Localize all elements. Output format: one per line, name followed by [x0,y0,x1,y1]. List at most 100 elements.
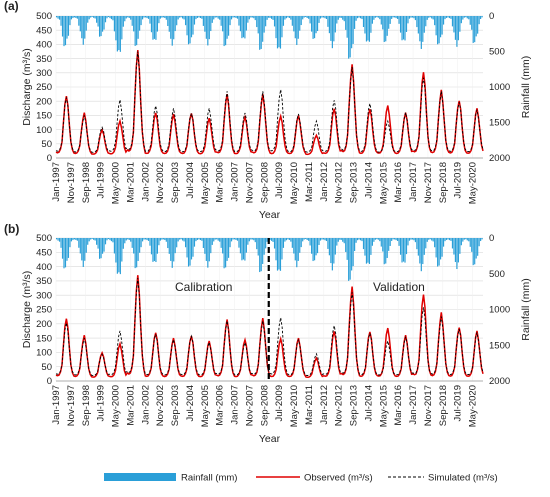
rainfall-bar [337,16,339,20]
rainfall-bar [104,238,107,245]
rainfall-bar [165,16,167,20]
rainfall-bar [265,238,267,249]
rainfall-bar [230,238,233,242]
rainfall-bar [478,238,480,247]
rainfall-bar [189,238,191,266]
rainfall-bar [128,238,130,240]
rainfall-bar [302,16,304,20]
rainfall-bar [459,16,461,32]
rainfall-bar [73,16,75,18]
rainfall-bar [187,16,190,45]
rainfall-bar [306,16,308,19]
rainfall-bar [66,16,68,39]
rainfall-bar [334,16,336,33]
y-tick-label: 100 [36,125,52,136]
rainfall-bar [434,238,436,248]
x-tick-label: Jan-1997 [51,385,62,425]
rainfall-bar [385,238,387,264]
rainfall-bar [471,238,473,252]
rainfall-bar [356,16,359,19]
rainfall-bar [131,16,133,26]
rainfall-bar [262,16,264,42]
rainfall-bar [93,16,95,18]
x-tick-label: Mar-2011 [304,162,315,202]
rainfall-bar [336,238,338,246]
rainfall-bar [219,16,221,20]
rainfall-bar [354,16,356,29]
rainfall-bar [199,238,202,241]
x-tick-label: Nov-2007 [244,162,255,203]
rainfall-bar [361,238,363,242]
x-tick-label: Jan-1997 [51,162,62,202]
rainfall-bar [190,238,193,260]
rainfall-bar [469,238,471,247]
x-tick-label: Sep-2013 [349,385,360,426]
rainfall-bar [137,238,139,261]
rainfall-bar [170,238,172,261]
rainfall-bar [124,238,126,244]
x-tick-label: Jan-2002 [140,162,151,202]
x-tick-label: Sep-1998 [81,385,92,426]
rainfall-bar [287,238,289,240]
rainfall-bar [193,16,196,25]
rainfall-bar [472,238,474,266]
rainfall-bar [245,238,247,253]
y-tick-label: 450 [36,25,52,36]
rainfall-bar [333,238,335,264]
rainfall-bar [331,16,333,49]
y2-tick-label: 1500 [489,118,510,129]
rainfall-bar [256,238,258,250]
x-tick-label: Mar-2016 [393,162,404,203]
rainfall-bar [313,238,316,261]
rainfall-bar [141,238,144,242]
rainfall-bar [204,238,206,254]
rainfall-bar [233,16,236,18]
rainfall-bar [58,238,61,242]
rainfall-bar [227,16,230,36]
rainfall-bar [451,16,454,27]
rainfall-bar [183,16,185,20]
rainfall-bar [426,16,428,20]
rainfall-bar [94,238,96,241]
rainfall-bar [281,16,283,38]
rainfall-bar [61,16,64,37]
rainfall-bar [115,16,117,41]
rainfall-bar [190,16,193,38]
rainfall-bar [119,16,121,52]
y-tick-label: 50 [41,139,52,150]
rainfall-bar [134,16,136,46]
rainfall-bar [225,16,227,46]
rainfall-bar [395,16,397,19]
x-axis-label: Year [259,433,281,445]
rainfall-bar [278,238,280,270]
rainfall-bar [457,238,459,263]
rainfall-bar [272,238,274,242]
rainfall-bar [225,238,227,268]
rainfall-bar [113,238,116,254]
rainfall-bar [134,238,136,269]
rainfall-bar [428,16,430,18]
rainfall-bar [303,238,305,240]
simulated-series-line [55,51,484,153]
rainfall-bar [208,16,210,40]
y2-tick-label: 1000 [489,82,510,93]
rainfall-bar [118,238,120,273]
rainfall-bar [213,238,215,242]
rainfall-bar [438,238,440,266]
rainfall-bar [376,16,378,18]
rainfall-bar [302,238,304,242]
legend: Rainfall (mm) Observed (m³/s) Simulated … [104,473,498,484]
rainfall-bar [451,238,454,249]
rainfall-bar [351,238,353,271]
y2-tick-label: 1500 [489,340,510,351]
rainfall-bar [121,16,123,40]
rainfall-bar [404,16,406,41]
rainfall-bar [428,238,430,240]
rainfall-bar [205,238,207,261]
rainfall-bar [429,238,431,240]
rainfall-bar [386,16,388,36]
x-tick-label: Jul-2004 [185,385,196,421]
x-tick-label: Nov-1997 [66,385,77,426]
x-tick-label: Mar-2006 [215,385,226,426]
rainfall-bar [100,16,102,37]
